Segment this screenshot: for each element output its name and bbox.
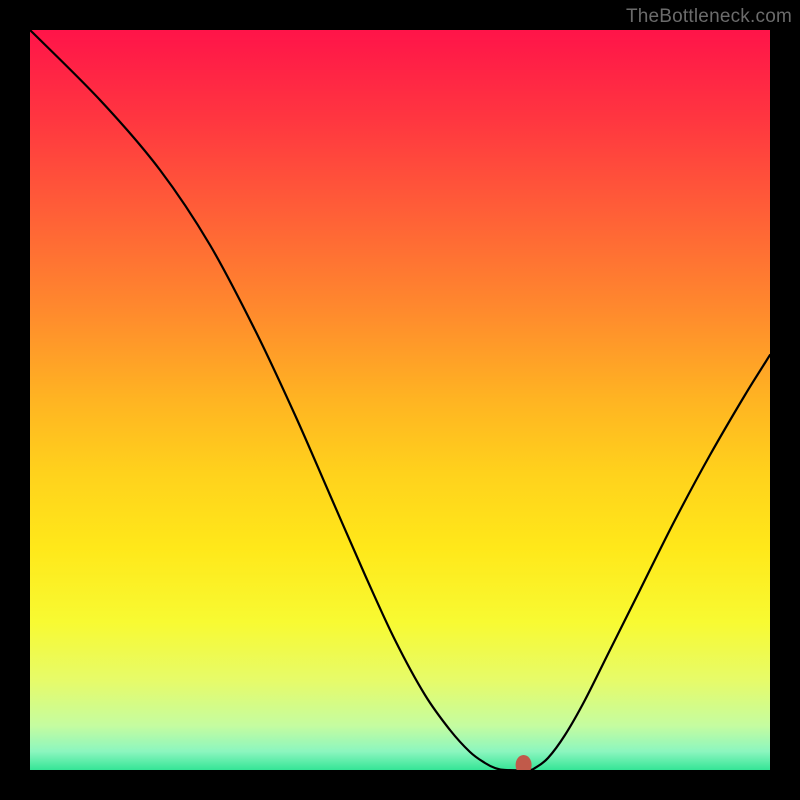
chart-svg xyxy=(30,30,770,770)
chart-plot-area xyxy=(30,30,770,770)
watermark-text: TheBottleneck.com xyxy=(626,6,792,28)
chart-background xyxy=(30,30,770,770)
